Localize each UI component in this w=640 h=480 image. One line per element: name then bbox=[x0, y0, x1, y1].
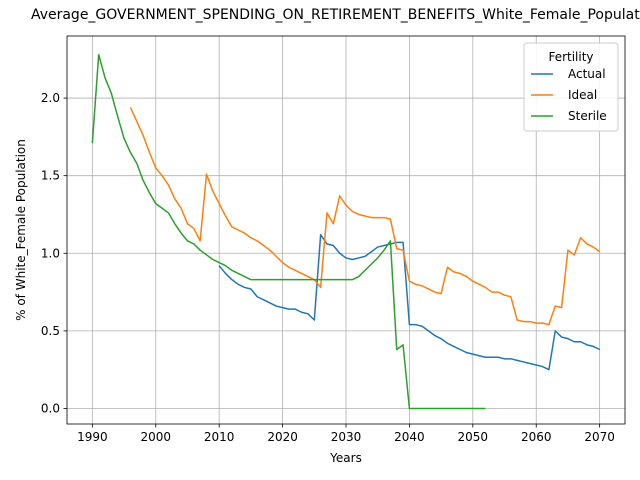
series-line-actual bbox=[218, 233, 600, 371]
x-tick-label: 2040 bbox=[394, 430, 425, 444]
x-tick-label: 2000 bbox=[140, 430, 171, 444]
y-tick-label: 0.5 bbox=[41, 324, 60, 338]
x-tick-label: 1990 bbox=[77, 430, 108, 444]
chart-title: Average_GOVERNMENT_SPENDING_ON_RETIREMEN… bbox=[31, 7, 640, 23]
y-tick-label: 1.0 bbox=[41, 246, 60, 260]
legend-label-actual: Actual bbox=[568, 67, 606, 81]
y-tick-label: 0.0 bbox=[41, 401, 60, 415]
x-tick-label: 2020 bbox=[267, 430, 298, 444]
x-tick-label: 2050 bbox=[458, 430, 489, 444]
legend-title: Fertility bbox=[548, 50, 593, 64]
y-axis-label: % of White_Female Population bbox=[14, 139, 28, 321]
y-axis-ticks: 0.0 0.5 1.0 1.5 2.0 bbox=[41, 91, 67, 415]
series-layer bbox=[91, 53, 601, 410]
series-line-ideal bbox=[129, 107, 601, 326]
y-tick-label: 2.0 bbox=[41, 91, 60, 105]
x-axis-ticks: 1990 2000 2010 2020 2030 2040 2050 2060 2070 bbox=[77, 424, 615, 444]
legend-label-ideal: Ideal bbox=[568, 88, 597, 102]
x-tick-label: 2010 bbox=[204, 430, 235, 444]
legend: Fertility Actual Ideal Sterile bbox=[523, 42, 619, 132]
legend-label-sterile: Sterile bbox=[568, 109, 607, 123]
x-tick-label: 2070 bbox=[584, 430, 615, 444]
x-tick-label: 2030 bbox=[331, 430, 362, 444]
y-tick-label: 1.5 bbox=[41, 169, 60, 183]
legend-box bbox=[523, 42, 619, 132]
x-tick-label: 2060 bbox=[521, 430, 552, 444]
series-line-sterile bbox=[91, 53, 486, 410]
x-axis-label: Years bbox=[329, 451, 362, 465]
